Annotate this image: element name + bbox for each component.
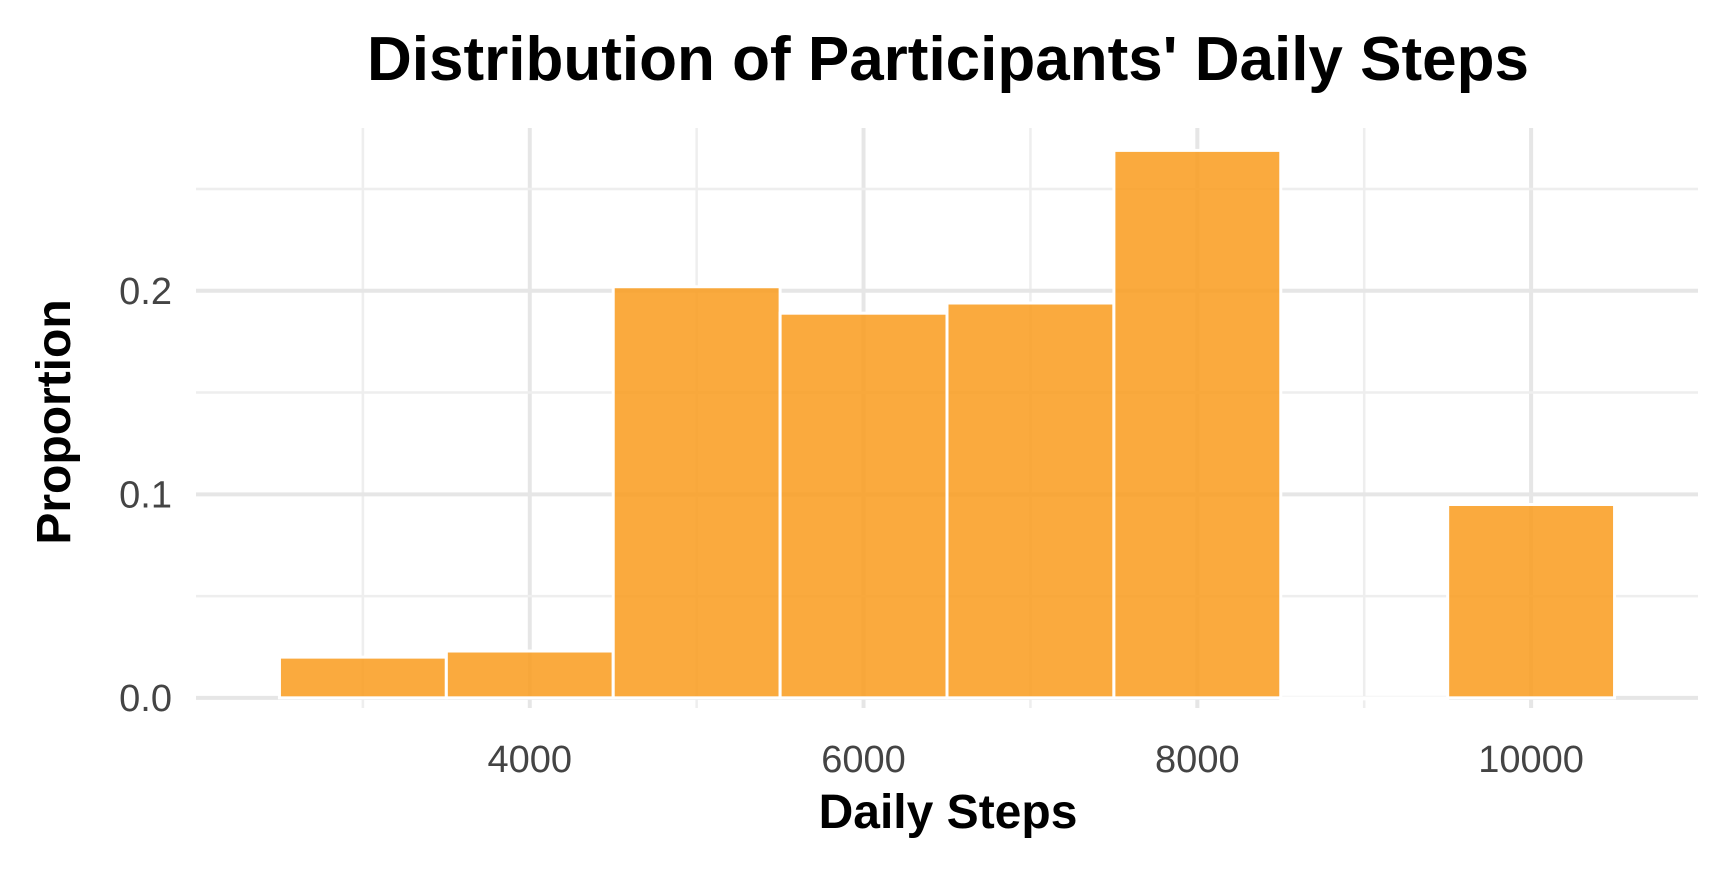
- y-tick-label: 0.0: [119, 678, 172, 720]
- histogram-bar: [1279, 696, 1450, 701]
- y-tick-label: 0.1: [119, 474, 172, 516]
- y-tick-label: 0.2: [119, 271, 172, 313]
- bars: [277, 148, 1617, 701]
- x-tick-label: 4000: [488, 739, 573, 781]
- histogram-bar: [778, 311, 949, 700]
- histogram-bar: [277, 655, 448, 700]
- x-tick-label: 6000: [821, 739, 906, 781]
- histogram-bar: [1112, 148, 1283, 700]
- y-axis-title: Proportion: [28, 299, 81, 544]
- chart-title: Distribution of Participants' Daily Step…: [367, 25, 1529, 94]
- tick-labels: 4000 6000 8000 10000 0.0 0.1 0.2: [119, 271, 1584, 781]
- x-tick-label: 8000: [1155, 739, 1240, 781]
- histogram-bar: [444, 649, 615, 700]
- histogram-bar: [611, 285, 782, 700]
- histogram-bar: [945, 301, 1116, 700]
- x-axis-title: Daily Steps: [819, 786, 1078, 839]
- x-tick-label: 10000: [1478, 739, 1584, 781]
- histogram-bar: [1446, 502, 1617, 700]
